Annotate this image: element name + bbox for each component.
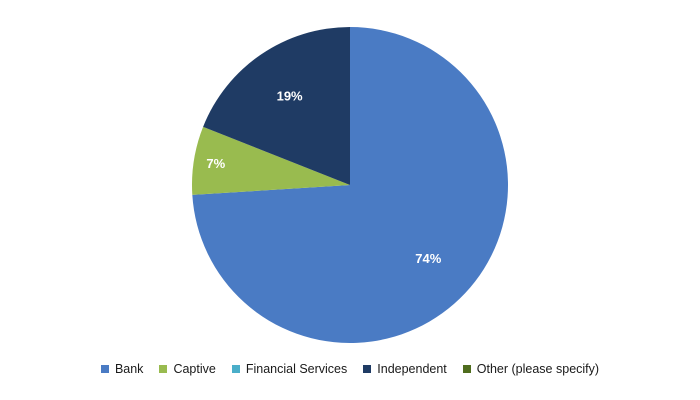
pie-slice-independent	[203, 27, 350, 185]
legend-swatch-captive	[159, 365, 168, 373]
legend-swatch-independent	[363, 365, 372, 373]
legend-item-financial-services: Financial Services	[231, 362, 348, 376]
legend-swatch-financial-services	[231, 365, 240, 373]
legend-swatch-bank	[100, 365, 109, 373]
legend-item-captive: Captive	[159, 362, 216, 376]
pie-slice-bank	[192, 27, 509, 343]
legend-label-independent: Independent	[377, 362, 447, 376]
legend-item-bank: Bank	[100, 362, 144, 376]
legend-label-bank: Bank	[114, 362, 144, 376]
pie-data-label-captive: 7%	[206, 156, 225, 171]
pie-data-label-bank: 74%	[415, 251, 441, 266]
legend-label-other: Other (please specify)	[476, 362, 600, 376]
legend-label-captive: Captive	[173, 362, 216, 376]
pie-data-label-independent: 19%	[277, 89, 303, 104]
legend-swatch-other	[462, 365, 471, 373]
legend-item-independent: Independent	[363, 362, 447, 376]
chart-legend: Bank Captive Financial Services Independ…	[0, 359, 700, 379]
legend-item-other: Other (please specify)	[462, 362, 600, 376]
pie-slice-captive	[192, 126, 350, 195]
legend-label-financial-services: Financial Services	[245, 362, 348, 376]
